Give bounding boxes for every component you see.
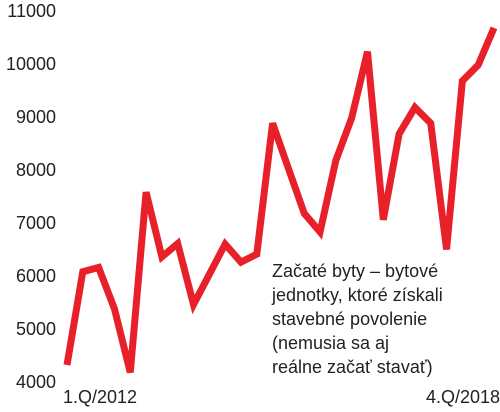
x-tick-label: 1.Q/2012 [63,387,137,407]
annotation: reálne začať stavať) [272,357,433,377]
annotation: Začaté byty – bytové [272,261,438,281]
y-tick-label: 11000 [7,1,56,21]
annotation: jednotky, ktoré získali [271,285,443,305]
y-tick-label: 4000 [16,372,56,392]
y-tick-label: 8000 [16,160,56,180]
annotation: stavebné povolenie [272,309,427,329]
y-tick-label: 7000 [16,213,56,233]
x-tick-label: 4.Q/2018 [426,387,500,407]
y-tick-label: 10000 [6,54,56,74]
y-tick-label: 5000 [16,319,56,339]
y-tick-label: 6000 [16,266,56,286]
data-line [63,26,498,374]
y-tick-label: 9000 [16,107,56,127]
annotation: (nemusia sa aj [272,333,389,353]
